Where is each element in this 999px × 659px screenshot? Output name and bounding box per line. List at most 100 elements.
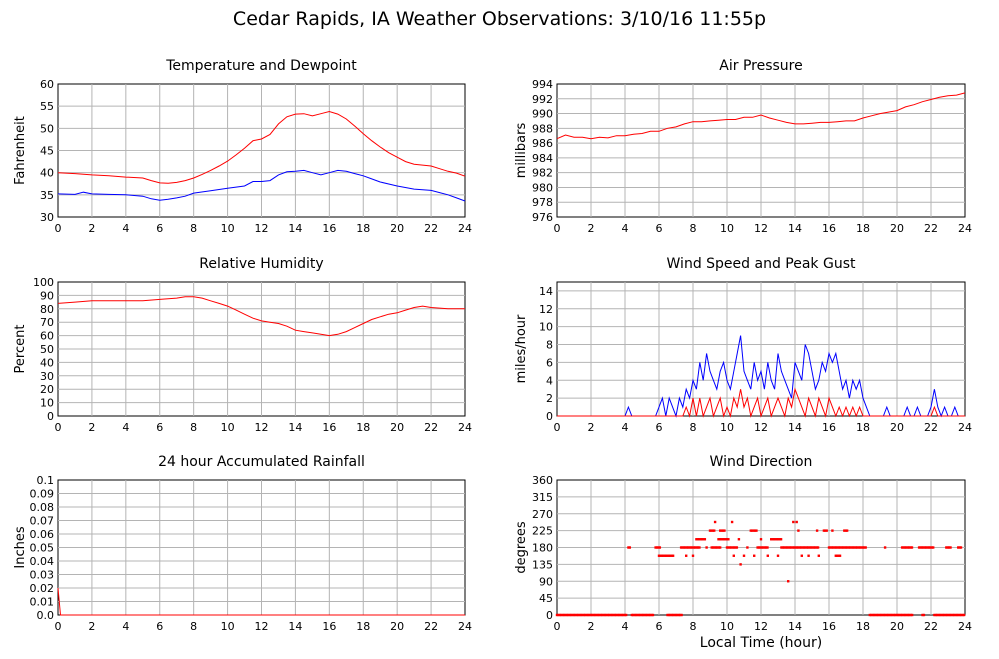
direction-point <box>892 613 895 617</box>
direction-point <box>711 546 715 549</box>
direction-point <box>713 529 716 532</box>
direction-point <box>947 613 950 617</box>
chart-humidity: 0 2 4 6 8 10 12 14 16 18 20 22 240102030405060708090… <box>13 256 472 434</box>
direction-point <box>946 546 949 549</box>
direction-point <box>952 613 956 617</box>
x-tick-label: 24 <box>958 222 972 235</box>
direction-point <box>834 546 838 549</box>
direction-point <box>881 613 884 617</box>
direction-point <box>633 613 636 617</box>
x-tick-label: 2 <box>588 421 595 434</box>
direction-point <box>581 613 584 617</box>
direction-point <box>641 613 645 617</box>
direction-point <box>713 546 716 549</box>
direction-point <box>586 613 590 617</box>
direction-point <box>804 546 807 549</box>
direction-point <box>568 613 571 617</box>
y-tick-label: 50 <box>40 122 54 135</box>
direction-point <box>753 529 757 532</box>
direction-point <box>941 613 945 617</box>
direction-point <box>569 613 573 617</box>
direction-point <box>770 538 773 541</box>
direction-point <box>829 546 832 549</box>
direction-point <box>666 554 669 557</box>
y-tick-label: 55 <box>40 100 54 113</box>
direction-point <box>764 546 768 549</box>
direction-point <box>797 529 800 532</box>
direction-point <box>746 546 749 549</box>
direction-point <box>927 546 931 549</box>
direction-point <box>960 613 963 617</box>
direction-point <box>676 613 679 617</box>
x-tick-label: 2 <box>588 222 595 235</box>
x-tick-label: 20 <box>390 421 404 434</box>
direction-point <box>555 613 559 617</box>
direction-point <box>721 538 724 541</box>
direction-point <box>648 613 652 617</box>
direction-point <box>615 613 618 617</box>
direction-point <box>599 613 602 617</box>
direction-point <box>940 613 943 617</box>
x-tick-label: 12 <box>754 421 768 434</box>
y-tick-label: 2 <box>546 392 553 405</box>
direction-point <box>795 546 799 549</box>
direction-point <box>598 613 601 617</box>
direction-point <box>833 546 836 549</box>
direction-point <box>714 546 718 549</box>
y-tick-label: 0.05 <box>30 542 55 555</box>
direction-point <box>602 613 605 617</box>
y-axis-label: millibars <box>514 123 529 179</box>
y-tick-label: 0.07 <box>30 515 55 528</box>
x-tick-label: 20 <box>390 222 404 235</box>
direction-point <box>579 613 583 617</box>
direction-point <box>685 546 688 549</box>
y-tick-label: 270 <box>532 508 553 521</box>
direction-point <box>751 529 754 532</box>
x-tick-label: 2 <box>88 222 95 235</box>
direction-point <box>585 613 588 617</box>
y-tick-label: 80 <box>40 303 54 316</box>
direction-point <box>959 546 963 549</box>
x-tick-label: 8 <box>690 421 697 434</box>
y-tick-label: 60 <box>40 78 54 91</box>
direction-point <box>562 613 566 617</box>
direction-point <box>837 554 840 557</box>
direction-point <box>669 613 672 617</box>
direction-point <box>922 546 925 549</box>
x-tick-label: 4 <box>622 222 629 235</box>
direction-point <box>666 613 669 617</box>
direction-point <box>718 538 722 541</box>
direction-point <box>596 613 600 617</box>
direction-point <box>937 613 940 617</box>
direction-point <box>936 613 939 617</box>
x-tick-label: 6 <box>156 620 163 633</box>
series-line-1 <box>57 169 466 202</box>
direction-point <box>827 546 831 549</box>
direction-point <box>617 613 621 617</box>
direction-point <box>795 520 798 524</box>
direction-point <box>858 546 862 549</box>
direction-point <box>720 529 723 532</box>
y-tick-label: 984 <box>532 152 553 165</box>
direction-point <box>847 546 850 549</box>
direction-point <box>910 613 914 617</box>
y-tick-label: 0.09 <box>30 488 55 501</box>
direction-point <box>801 546 804 549</box>
direction-point <box>620 613 624 617</box>
x-tick-label: 22 <box>424 620 438 633</box>
direction-point <box>612 613 615 617</box>
direction-point <box>716 546 719 549</box>
direction-point <box>908 613 911 617</box>
direction-point <box>637 613 641 617</box>
direction-point <box>688 546 691 549</box>
direction-point <box>802 546 806 549</box>
direction-point <box>950 613 953 617</box>
x-axis-label: Local Time (hour) <box>699 635 823 651</box>
direction-point <box>682 546 686 549</box>
direction-point <box>634 613 638 617</box>
y-tick-label: 986 <box>532 137 553 150</box>
direction-point <box>958 546 961 549</box>
direction-point <box>817 554 820 557</box>
direction-point <box>671 613 675 617</box>
